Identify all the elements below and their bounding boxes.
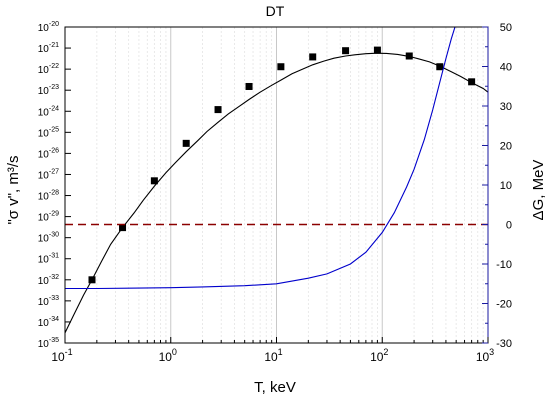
data-point [150,177,158,185]
x-tick-label: 102 [370,347,388,364]
left-axis-label: "σ v", m³/s [5,155,22,224]
yl-tick-label: 10-27 [38,168,59,181]
data-point [182,139,190,147]
right-axis-ticks: -30 -20 -10 0 10 20 30 40 50 [482,22,512,350]
data-point [88,276,96,284]
yr-tick-label: 50 [500,22,512,34]
data-point [245,82,253,90]
x-tick-label: 10-1 [51,347,72,364]
yl-tick-label: 10-34 [38,316,59,329]
data-point [119,224,127,232]
series-right [65,27,488,290]
yr-tick-label: 30 [500,101,512,113]
yl-tick-label: 10-25 [38,126,59,139]
yl-tick-label: 10-31 [38,253,59,266]
yl-tick-label: 10-26 [38,147,59,160]
data-point [468,78,476,86]
right-axis-label: ΔG, MeV [530,160,547,221]
data-point [214,106,222,114]
yl-tick-label: 10-29 [38,211,59,224]
x-tick-label: 100 [159,347,177,364]
data-point [436,63,444,71]
data-point [277,63,285,71]
data-point [342,47,350,55]
yl-tick-label: 10-35 [38,337,59,350]
x-tick-label: 101 [264,347,282,364]
yr-tick-label: 10 [500,180,512,192]
yl-tick-label: 10-32 [38,274,59,287]
yl-tick-label: 10-28 [38,190,59,203]
series-left [64,46,489,334]
yl-tick-label: 10-22 [38,63,59,76]
series-line-2 [65,27,456,290]
data-point [373,46,381,54]
data-point [405,52,413,60]
data-point [309,53,317,61]
series-line-1 [64,52,489,334]
yl-tick-label: 10-30 [38,232,59,245]
yl-tick-label: 10-24 [38,105,59,118]
grid [96,27,484,343]
yr-tick-label: -10 [496,259,512,271]
x-tick-label: 103 [476,347,494,364]
left-axis-ticks: 10-35 10-34 10-33 10-32 10-31 10-30 10-29 10-28… [38,21,71,350]
yl-tick-label: 10-23 [38,84,59,97]
yr-tick-label: 40 [500,62,512,74]
yl-tick-label: 10-20 [38,21,59,34]
yr-tick-label: -30 [496,338,512,350]
yr-tick-label: -20 [496,299,512,311]
x-axis-ticks: 10-1 100 101 102 103 [51,337,494,364]
yr-tick-label: 0 [506,220,512,232]
yl-tick-label: 10-33 [38,295,59,308]
yl-tick-label: 10-21 [38,42,59,55]
chart-title: DT [266,3,285,19]
x-axis-label: T, keV [254,379,296,396]
yr-tick-label: 20 [500,141,512,153]
